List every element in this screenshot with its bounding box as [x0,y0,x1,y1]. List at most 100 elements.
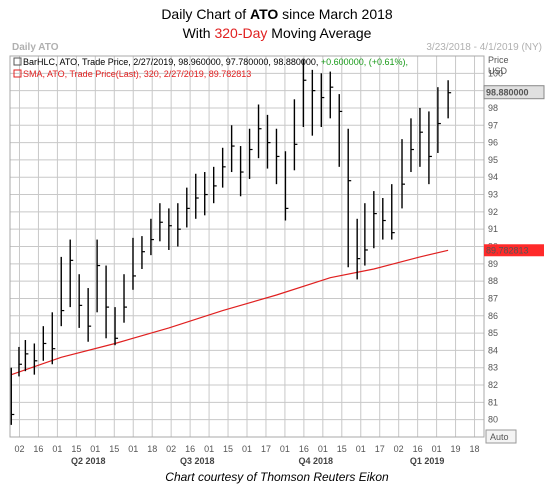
y-tick-label: 88 [488,276,498,286]
price-bar [266,114,271,169]
x-tick-label: 01 [128,444,138,454]
price-bar [78,274,83,328]
price-bar [212,166,217,204]
x-tick-label: 19 [451,444,461,454]
x-tick-label: 01 [204,444,214,454]
price-bar [177,203,181,247]
price-bar [60,256,65,327]
x-tick-label: 02 [166,444,176,454]
x-tick-label: 15 [109,444,119,454]
price-bar [437,87,441,153]
chart-grid [10,56,484,437]
y-tick-label: 93 [488,190,498,200]
price-bar [373,191,377,249]
price-bar [105,265,110,339]
price-bar [230,125,235,173]
chart-header-symbol: Daily ATO [12,42,59,53]
price-bar [141,236,145,270]
x-tick-label: 18 [147,444,157,454]
price-bar [18,346,22,377]
price-bar [42,326,47,361]
price-bar [356,218,361,280]
x-tick-label: 01 [356,444,366,454]
auto-scale-button[interactable]: Auto [485,429,517,444]
y-tick-label: 92 [488,207,498,217]
y-tick-label: 81 [488,397,498,407]
price-bar [275,128,280,185]
x-tick-label: 01 [280,444,290,454]
legend-bar-checkbox[interactable] [13,57,22,66]
y-tick-label: 82 [488,380,498,390]
x-tick-label: 17 [375,444,385,454]
price-bar [87,288,92,342]
svg-text:89.782813: 89.782813 [486,245,529,255]
y-tick-label: 94 [488,172,498,182]
y-tick-label: 87 [488,293,498,303]
quarter-label: Q3 2018 [180,456,215,466]
price-bar [338,94,343,167]
price-bar [401,139,406,209]
x-tick-label: 16 [33,444,43,454]
price-bar [329,71,334,119]
x-tick-label: 15 [71,444,81,454]
price-bar [69,239,74,308]
price-bar [382,198,386,240]
last-sma-label: 89.782813 [484,244,544,257]
price-bar [10,367,15,425]
x-tick-label: 16 [185,444,195,454]
chart-title-line2: With 320-Day Moving Average [182,25,372,41]
chart-canvas[interactable]: BarHLC, ATO, Trade Price, 2/27/2019, 98.… [0,0,554,470]
legend: BarHLC, ATO, Trade Price, 2/27/2019, 98.… [13,57,408,79]
quarter-label: Q4 2018 [298,456,333,466]
price-bar [248,128,253,179]
y-tick-label: 84 [488,345,498,355]
price-bar [123,274,128,323]
y-tick-label: 86 [488,311,498,321]
x-tick-label: 01 [432,444,442,454]
price-bar [114,307,119,346]
legend-sma-checkbox[interactable] [13,69,22,78]
x-axis-ticks: 02 16 01 15 01 15 01 18 02 16 01 15 01 17 01 16 01 15 01 17… [14,444,479,454]
price-bar [391,184,395,240]
quarter-label: Q1 2019 [410,456,445,466]
y-tick-label: 100 [488,68,503,78]
price-bar [311,69,316,136]
y-tick-label: 98 [488,103,498,113]
axis-unit-currency: USD [488,66,508,76]
x-tick-label: 01 [318,444,328,454]
x-tick-label: 15 [337,444,347,454]
sma-line [11,249,449,376]
quarter-label: Q2 2018 [71,456,106,466]
last-price-label: 98.880000 [483,85,545,100]
svg-text:98.880000: 98.880000 [486,88,529,98]
legend-sma-text: SMA, ATO, Trade Price(Last), 320, 2/27/2… [23,69,251,79]
x-tick-label: 17 [261,444,271,454]
x-tick-label: 16 [413,444,423,454]
y-tick-label: 95 [488,155,498,165]
price-bar [24,340,29,372]
price-bar [204,172,208,216]
x-tick-label: 01 [52,444,62,454]
sma-layer [11,249,449,376]
quarter-ticks: Q2 2018 Q3 2018 Q4 2018 Q1 2019 [71,456,444,466]
x-tick-label: 01 [90,444,100,454]
price-bars-layer [10,59,452,425]
price-bar [33,343,38,375]
axis-unit-price: Price [488,55,509,65]
price-bar [195,173,199,219]
price-bar [257,104,262,159]
chart-title-line1: Daily Chart of ATO since March 2018 [161,6,393,22]
auto-scale-label: Auto [490,432,509,442]
price-bar [51,312,56,365]
y-tick-label: 89 [488,259,498,269]
price-bar [96,239,101,313]
price-bar [447,80,452,119]
price-bar [419,107,423,167]
x-tick-label: 15 [223,444,233,454]
price-bar [320,73,325,128]
price-bar [239,146,244,197]
x-tick-label: 16 [299,444,309,454]
y-tick-label: 85 [488,328,498,338]
price-bar [293,99,298,171]
legend-bar-text: BarHLC, ATO, Trade Price, 2/27/2019, 98.… [23,57,408,67]
